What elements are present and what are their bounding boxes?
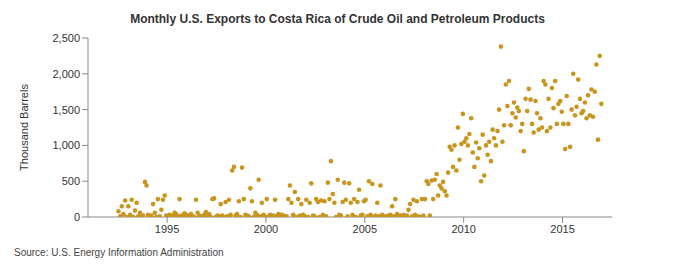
html-text:Source: U.S. Energy Informatio: Source: U.S. Energy Information Administ…: [14, 247, 224, 258]
html-text:Monthly U.S. Exports to Costa: Monthly U.S. Exports to Costa Rica of Cr…: [130, 12, 545, 26]
svg-text:500: 500: [62, 175, 80, 187]
svg-text:2005: 2005: [353, 223, 377, 235]
svg-text:1,500: 1,500: [52, 104, 80, 116]
svg-text:0: 0: [74, 211, 80, 223]
svg-text:Thousand Barrels: Thousand Barrels: [18, 84, 30, 171]
svg-text:2000: 2000: [254, 223, 278, 235]
svg-text:2010: 2010: [451, 223, 475, 235]
svg-text:1,000: 1,000: [52, 139, 80, 151]
svg-text:2,000: 2,000: [52, 68, 80, 80]
svg-text:1995: 1995: [155, 223, 179, 235]
svg-text:2,500: 2,500: [52, 32, 80, 44]
svg-text:2015: 2015: [550, 223, 574, 235]
